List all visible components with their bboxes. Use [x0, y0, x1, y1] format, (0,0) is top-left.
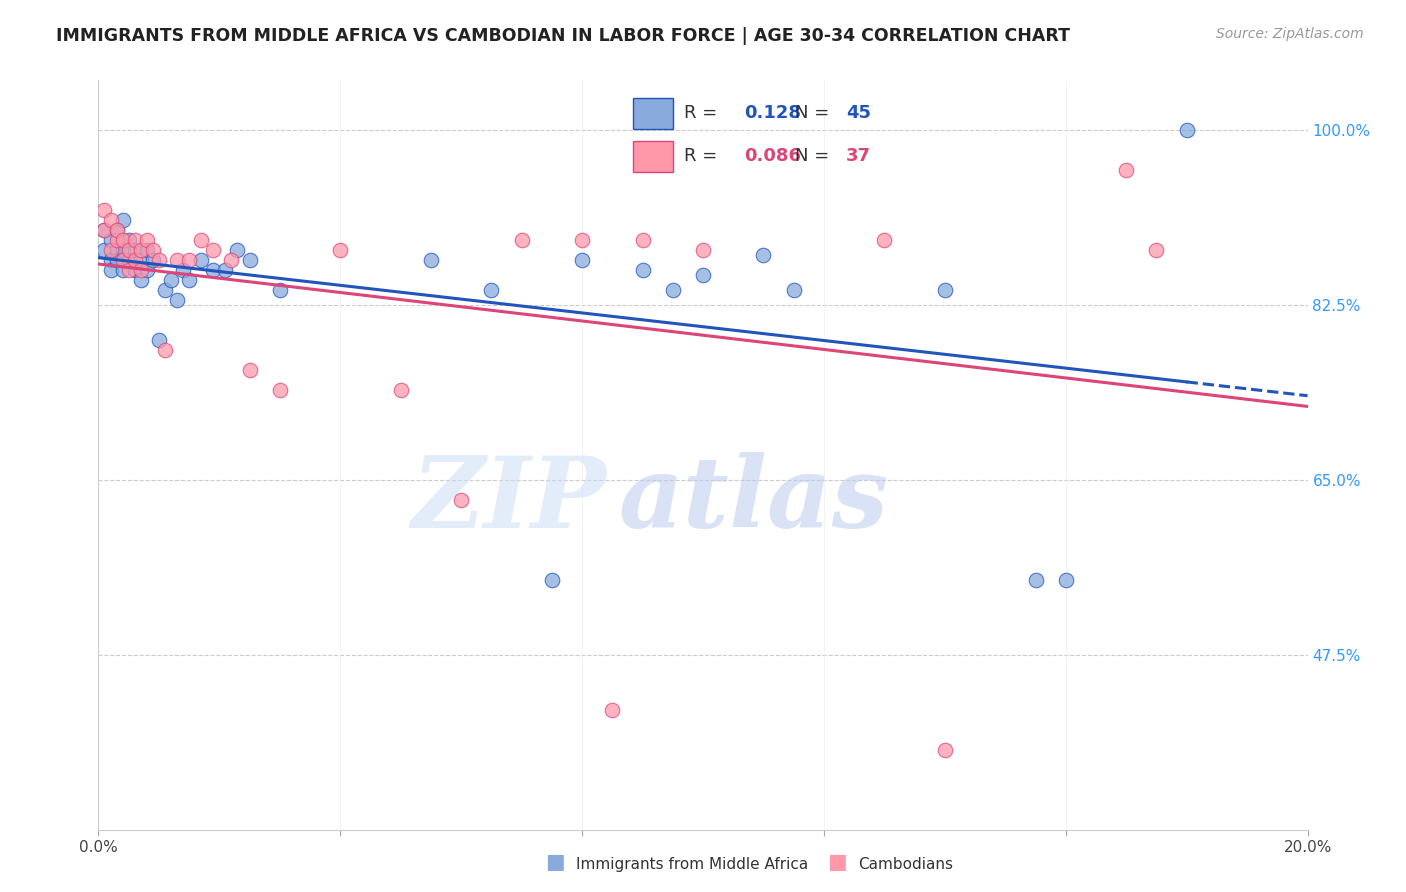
Point	[100, 243, 122, 257]
Point	[420, 253, 443, 268]
Point	[124, 263, 146, 277]
Point	[214, 263, 236, 277]
Point	[166, 253, 188, 268]
Point	[1024, 573, 1046, 587]
Point	[692, 243, 714, 257]
Point	[129, 253, 152, 268]
Point	[105, 233, 128, 247]
Point	[202, 263, 225, 277]
Point	[105, 253, 128, 268]
Text: IMMIGRANTS FROM MIDDLE AFRICA VS CAMBODIAN IN LABOR FORCE | AGE 30-34 CORRELATIO: IMMIGRANTS FROM MIDDLE AFRICA VS CAMBODI…	[56, 27, 1070, 45]
Point	[135, 233, 157, 247]
Point	[389, 383, 412, 397]
Point	[129, 243, 152, 257]
Point	[160, 273, 183, 287]
Point	[631, 263, 654, 277]
Point	[93, 243, 115, 257]
Point	[166, 293, 188, 307]
Point	[226, 243, 249, 257]
Point	[111, 233, 134, 247]
Point	[148, 253, 170, 268]
Point	[100, 233, 122, 247]
Point	[93, 223, 115, 237]
Point	[481, 283, 503, 297]
Point	[934, 283, 956, 297]
Point	[111, 243, 134, 257]
Point	[105, 223, 128, 237]
Point	[239, 363, 262, 377]
Point	[100, 253, 122, 268]
Point	[179, 253, 201, 268]
Point	[602, 703, 624, 717]
Point	[239, 253, 262, 268]
Point	[692, 268, 714, 282]
Point	[111, 213, 134, 227]
Point	[329, 243, 352, 257]
Point	[129, 263, 152, 277]
Point	[93, 223, 115, 237]
Text: ZIP: ZIP	[412, 451, 606, 548]
Point	[135, 263, 157, 277]
Point	[873, 233, 896, 247]
Point	[661, 283, 683, 297]
Point	[172, 263, 194, 277]
Text: Cambodians: Cambodians	[858, 857, 953, 872]
Point	[124, 253, 146, 268]
Point	[269, 383, 291, 397]
Text: Source: ZipAtlas.com: Source: ZipAtlas.com	[1216, 27, 1364, 41]
Point	[148, 333, 170, 347]
Point	[100, 213, 122, 227]
Point	[129, 273, 152, 287]
Point	[540, 573, 562, 587]
Point	[118, 233, 141, 247]
Point	[118, 253, 141, 268]
Point	[571, 253, 593, 268]
Point	[221, 253, 243, 268]
Text: atlas: atlas	[619, 451, 889, 548]
Point	[783, 283, 806, 297]
Point	[190, 253, 212, 268]
Point	[1054, 573, 1077, 587]
Point	[179, 273, 201, 287]
Point	[934, 742, 956, 756]
Point	[142, 243, 165, 257]
Point	[124, 243, 146, 257]
Point	[571, 233, 593, 247]
Point	[1175, 123, 1198, 137]
Text: ■: ■	[546, 853, 565, 872]
Point	[135, 243, 157, 257]
Point	[111, 253, 134, 268]
Point	[1144, 243, 1167, 257]
Point	[269, 283, 291, 297]
Point	[105, 243, 128, 257]
Text: ■: ■	[827, 853, 846, 872]
Point	[631, 233, 654, 247]
Point	[118, 243, 141, 257]
Point	[190, 233, 212, 247]
Point	[93, 203, 115, 218]
Point	[1115, 163, 1137, 178]
Point	[111, 263, 134, 277]
Point	[105, 223, 128, 237]
Point	[202, 243, 225, 257]
Point	[450, 492, 472, 507]
Point	[153, 283, 176, 297]
Point	[100, 263, 122, 277]
Text: Immigrants from Middle Africa: Immigrants from Middle Africa	[576, 857, 808, 872]
Point	[510, 233, 533, 247]
Point	[142, 253, 165, 268]
Point	[153, 343, 176, 357]
Point	[752, 248, 775, 262]
Point	[124, 233, 146, 247]
Point	[118, 263, 141, 277]
